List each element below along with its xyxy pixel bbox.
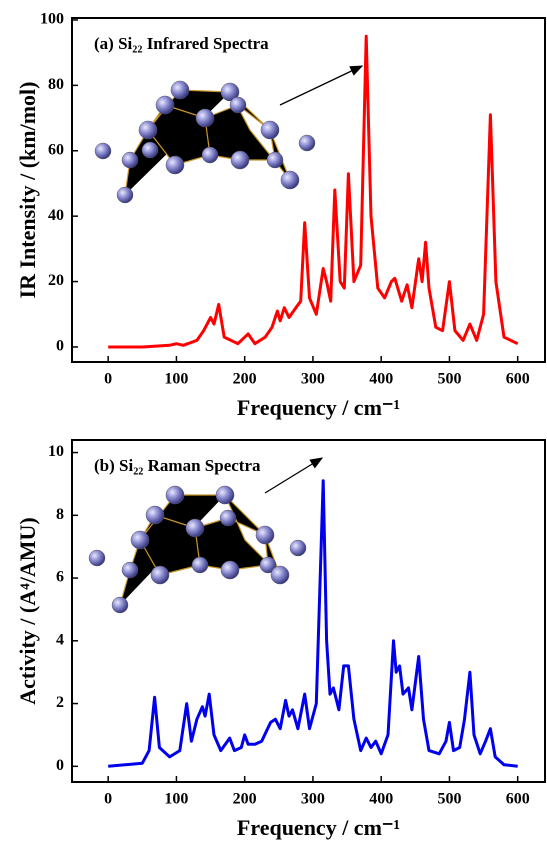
x-tick-label: 400 (369, 371, 393, 388)
y-tick-label: 10 (48, 443, 64, 460)
y-tick-label: 4 (56, 631, 64, 648)
y-tick-label: 60 (48, 141, 64, 158)
annotation-arrow (280, 66, 362, 105)
x-tick-label: 300 (301, 791, 325, 808)
x-tick-label: 500 (437, 791, 461, 808)
y-tick-label: 40 (48, 207, 64, 224)
molecule-b (89, 486, 306, 613)
x-tick-label: 0 (104, 371, 112, 388)
y-tick-label: 100 (40, 11, 64, 28)
x-tick-label: 400 (369, 791, 393, 808)
plot-frame (72, 18, 545, 362)
x-tick-label: 500 (437, 371, 461, 388)
y-tick-label: 20 (48, 272, 64, 289)
x-axis-label: Frequency / cm⁻¹ (237, 815, 400, 840)
spectrum-line (108, 36, 518, 347)
annotation-arrow (265, 458, 322, 493)
y-axis-label: IR Intensity / (km/mol) (15, 82, 40, 299)
y-tick-label: 2 (56, 694, 64, 711)
y-tick-label: 80 (48, 76, 64, 93)
y-axis-label: Activity / (A⁴/AMU) (15, 517, 40, 704)
x-tick-label: 200 (233, 371, 257, 388)
x-tick-label: 600 (506, 371, 530, 388)
x-tick-label: 100 (164, 791, 188, 808)
y-tick-label: 8 (56, 506, 64, 523)
panel-title: (b) Si₂₂ Raman Spectra (94, 456, 261, 475)
x-tick-label: 0 (104, 791, 112, 808)
x-tick-label: 600 (506, 791, 530, 808)
panel-title: (a) Si₂₂ Infrared Spectra (94, 34, 269, 53)
y-tick-label: 0 (56, 338, 64, 355)
y-tick-label: 0 (56, 757, 64, 774)
x-tick-label: 100 (164, 371, 188, 388)
x-tick-label: 200 (233, 791, 257, 808)
molecule-a (95, 81, 315, 203)
y-tick-label: 6 (56, 569, 64, 586)
figure: 0100200300400500600020406080100Frequency… (0, 0, 547, 847)
x-axis-label: Frequency / cm⁻¹ (237, 395, 400, 420)
x-tick-label: 300 (301, 371, 325, 388)
